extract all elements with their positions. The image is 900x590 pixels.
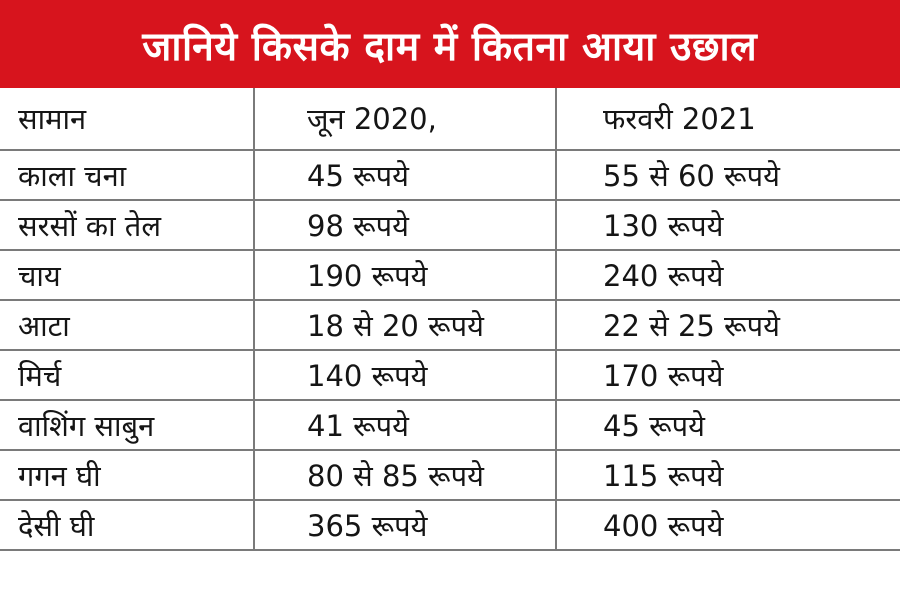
february-price-cell: 240 रूपये — [555, 250, 900, 301]
table-row: वाशिंग साबुन 41 रूपये 45 रूपये — [0, 400, 900, 451]
february-price-cell: 22 से 25 रूपये — [555, 300, 900, 351]
february-price-cell: 55 से 60 रूपये — [555, 150, 900, 201]
item-cell: सरसों का तेल — [0, 200, 254, 251]
june-price-cell: 80 से 85 रूपये — [253, 450, 556, 501]
february-price-cell: 400 रूपये — [555, 500, 900, 551]
february-price-cell: 45 रूपये — [555, 400, 900, 451]
june-price-cell: 98 रूपये — [253, 200, 556, 251]
table-row: सरसों का तेल 98 रूपये 130 रूपये — [0, 200, 900, 251]
item-cell: आटा — [0, 300, 254, 351]
february-price-cell: 115 रूपये — [555, 450, 900, 501]
february-price-cell: 130 रूपये — [555, 200, 900, 251]
item-cell: गगन घी — [0, 450, 254, 501]
june-price-cell: 41 रूपये — [253, 400, 556, 451]
june-price-cell: 190 रूपये — [253, 250, 556, 301]
item-cell: वाशिंग साबुन — [0, 400, 254, 451]
page-title: जानिये किसके दाम में कितना आया उछाल — [142, 23, 758, 70]
table-row: देसी घी 365 रूपये 400 रूपये — [0, 500, 900, 551]
table-row: चाय 190 रूपये 240 रूपये — [0, 250, 900, 301]
table-header-row: सामान जून 2020, फरवरी 2021 — [0, 88, 900, 151]
table-row: आटा 18 से 20 रूपये 22 से 25 रूपये — [0, 300, 900, 351]
item-cell: काला चना — [0, 150, 254, 201]
february-price-cell: 170 रूपये — [555, 350, 900, 401]
price-comparison-table: सामान जून 2020, फरवरी 2021 काला चना 45 र… — [0, 88, 900, 551]
item-cell: मिर्च — [0, 350, 254, 401]
column-header-june-2020: जून 2020, — [253, 88, 556, 151]
item-cell: चाय — [0, 250, 254, 301]
june-price-cell: 365 रूपये — [253, 500, 556, 551]
june-price-cell: 140 रूपये — [253, 350, 556, 401]
june-price-cell: 18 से 20 रूपये — [253, 300, 556, 351]
item-cell: देसी घी — [0, 500, 254, 551]
title-banner: जानिये किसके दाम में कितना आया उछाल — [0, 0, 900, 88]
table-row: काला चना 45 रूपये 55 से 60 रूपये — [0, 150, 900, 201]
column-header-item: सामान — [0, 88, 254, 151]
june-price-cell: 45 रूपये — [253, 150, 556, 201]
column-header-february-2021: फरवरी 2021 — [555, 88, 900, 151]
table-row: मिर्च 140 रूपये 170 रूपये — [0, 350, 900, 401]
table-row: गगन घी 80 से 85 रूपये 115 रूपये — [0, 450, 900, 501]
